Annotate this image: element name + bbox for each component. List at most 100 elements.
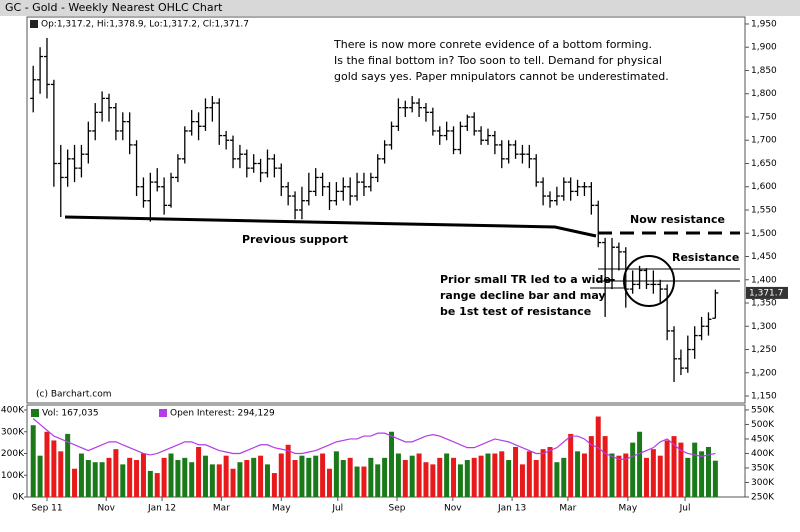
legend-swatch [31,409,39,417]
volume-bar [140,453,146,497]
volume-bar [340,460,346,497]
volume-bar [699,451,705,497]
annotation: be 1st test of resistance [440,305,591,318]
x-tick-label: Jan 13 [497,504,526,514]
y2-tick-label: 350K [751,463,775,473]
volume-bar [664,440,670,497]
x-tick-label: Jan 12 [147,504,176,514]
volume-bar [361,466,367,497]
y-tick-label: 1,300 [751,322,777,332]
volume-bar [264,464,270,497]
y-tick-label: 400K [1,406,25,416]
volume-bar [161,457,167,497]
volume-bar [492,453,498,497]
volume-bar [637,431,643,497]
volume-bar [643,457,649,497]
volume-bar [712,460,718,497]
volume-bar [78,453,84,497]
y-tick-label: 1,350 [751,299,777,309]
volume-bar [92,462,98,497]
volume-bar [189,462,195,497]
annotation: Is the final bottom in? Too soon to tell… [334,54,662,67]
volume-bar [616,455,622,497]
y-tick-label: 1,750 [751,112,777,122]
y-tick-label: 1,400 [751,275,777,285]
volume-bar [416,453,422,497]
volume-bar [609,453,615,497]
x-tick-label: Sep [389,504,406,514]
volume-bar [554,462,560,497]
volume-bar [678,442,684,497]
y2-tick-label: 550K [751,405,775,415]
last-price-box [746,286,788,299]
volume-bar [409,455,415,497]
annotation: Prior small TR led to a wide- [440,273,615,286]
volume-bar [299,455,305,497]
volume-bar [113,449,119,497]
y-tick-label: 1,250 [751,345,777,355]
volume-bar [705,446,711,497]
volume-bar [657,455,663,497]
volume-bar [526,451,532,497]
volume-bar [154,473,160,497]
volume-bar [202,455,208,497]
volume-bar [106,457,112,497]
x-tick-label: Jul [679,504,691,514]
x-tick-label: Nov [444,504,462,514]
y2-tick-label: 450K [751,434,775,444]
volume-bar [375,464,381,497]
support-line [64,215,597,238]
volume-bar [623,453,629,497]
volume-bar [65,433,71,497]
volume-bar [134,460,140,497]
y2-tick-label: 250K [751,493,775,503]
legend-label: Open Interest: 294,129 [170,409,275,419]
y-tick-label: 0K [12,493,25,503]
volume-bar [271,473,277,497]
y2-tick-label: 500K [751,420,775,430]
y-tick-label: 1,800 [751,89,777,99]
volume-bar [99,462,105,497]
volume-bar [326,468,332,497]
y-tick-label: 1,200 [751,368,777,378]
volume-bar [120,464,126,497]
volume-bar [650,449,656,497]
volume-bar [451,457,457,497]
volume-bar [196,446,202,497]
annotation: There is now more conrete evidence of a … [333,38,652,51]
volume-bar [575,451,581,497]
credit: (c) Barchart.com [36,390,112,400]
last-price-label: 1,371.7 [749,288,783,298]
legend-swatch [159,409,167,417]
volume-bar [306,457,312,497]
volume-bar [85,460,91,497]
title-bar [0,0,800,16]
annotation: Resistance [672,251,739,264]
volume-bar [444,453,450,497]
volume-bar [395,453,401,497]
y-tick-label: 1,550 [751,206,777,216]
y-tick-label: 1,650 [751,159,777,169]
x-tick-label: Mar [213,504,230,514]
volume-bar [147,470,153,497]
legend-label: Vol: 167,035 [42,409,99,419]
volume-bar [237,462,243,497]
volume-bar [485,453,491,497]
volume-bar [595,416,601,497]
volume-bar [30,425,36,497]
volume-bar [389,431,395,497]
ohlc-label: Op:1,317.2, Hi:1,378.9, Lo:1,317.2, Cl:1… [41,20,249,30]
volume-bar [692,442,698,497]
y-tick-label: 1,600 [751,182,777,192]
volume-bar [423,462,429,497]
volume-bar [244,460,250,497]
volume-bar [499,451,505,497]
x-tick-label: Sep 11 [31,504,62,514]
annotation: Previous support [242,233,348,246]
volume-bar [354,466,360,497]
volume-bar [464,460,470,497]
y-tick-label: 100K [1,471,25,481]
volume-bar [478,455,484,497]
